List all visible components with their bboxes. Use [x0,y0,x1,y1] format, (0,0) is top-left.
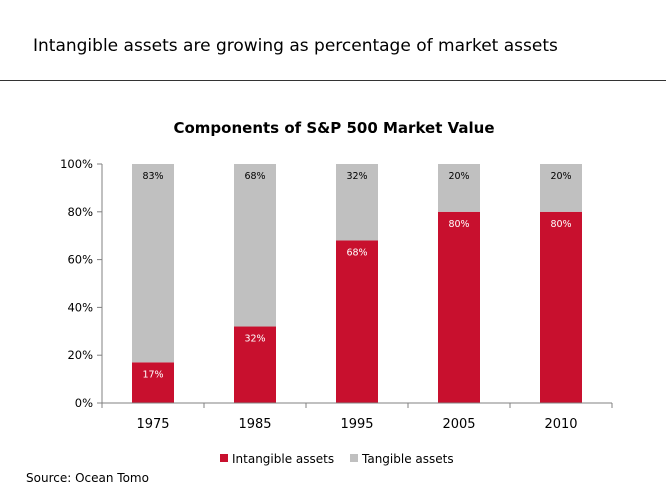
bar-segment-intangible [438,211,480,403]
data-label: 68% [346,247,367,258]
legend-label: Intangible assets [232,452,334,466]
y-tick-label: 80% [67,205,93,219]
x-axis: 1975 1985 1995 2005 2010 [101,402,613,432]
x-tick-label: 2005 [442,417,475,432]
x-tick-label: 2010 [544,417,577,432]
legend-swatch-tangible [350,454,358,462]
bar-segment-tangible [336,164,378,241]
bar-segment-tangible [234,164,276,327]
bars: 17% 83% 32% 68% 68% 32% 80% 20% 80% 20% [132,164,582,403]
bar-segment-intangible [132,362,174,403]
legend-label: Tangible assets [361,452,454,466]
bar-segment-intangible [234,326,276,403]
data-label: 17% [142,369,163,380]
x-tick-label: 1975 [136,417,169,432]
data-label: 20% [550,171,571,182]
slide-title: Intangible assets are growing as percent… [33,36,558,56]
data-label: 68% [244,171,265,182]
bar-segment-tangible [540,164,582,212]
legend-swatch-intangible [220,454,228,462]
bar-segment-intangible [336,240,378,403]
y-tick-label: 40% [67,300,93,314]
y-tick-label: 20% [67,348,93,362]
bar-segment-tangible [132,164,174,363]
data-label: 80% [448,219,469,230]
bar-segment-intangible [540,211,582,403]
legend: Intangible assets Tangible assets [220,452,454,466]
y-tick-label: 100% [60,157,93,171]
x-tick-label: 1995 [340,417,373,432]
source-note: Source: Ocean Tomo [26,471,149,485]
data-label: 80% [550,219,571,230]
data-label: 32% [346,171,367,182]
y-axis: 0% 20% 40% 60% 80% 100% [60,157,103,410]
chart-title: Components of S&P 500 Market Value [173,119,494,137]
title-divider [0,80,666,81]
data-label: 32% [244,334,265,345]
y-tick-label: 0% [75,396,93,410]
data-label: 83% [142,171,163,182]
y-tick-label: 60% [67,253,93,267]
bar-segment-tangible [438,164,480,212]
x-tick-label: 1985 [238,417,271,432]
data-label: 20% [448,171,469,182]
